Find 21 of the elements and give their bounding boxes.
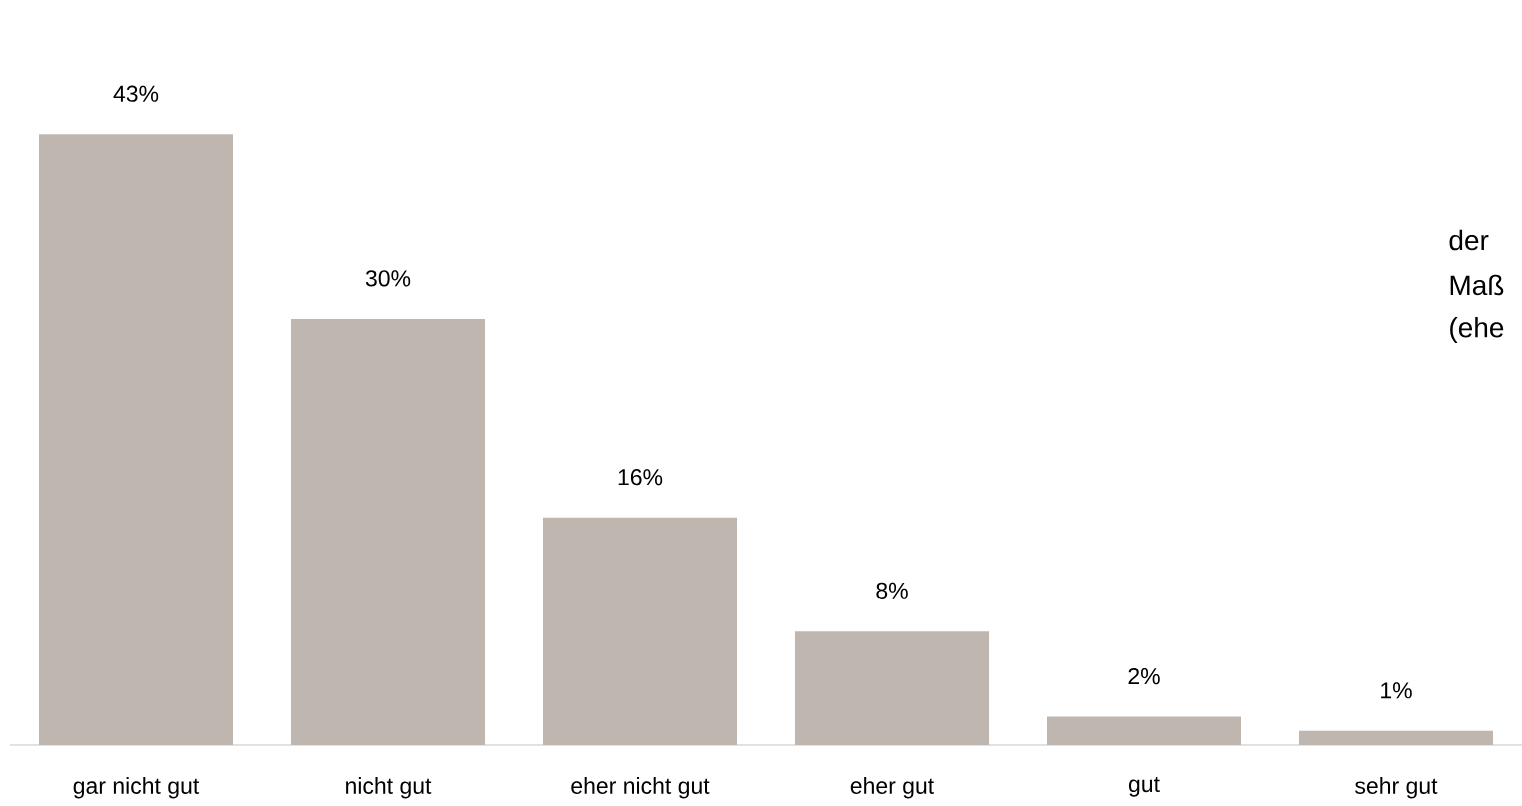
data-label: 16% (618, 469, 663, 486)
bar (290, 318, 486, 745)
bar (38, 134, 234, 745)
annotation: (ehe (1450, 316, 1504, 344)
data-label: 2% (1128, 667, 1160, 685)
data-label: 8% (876, 582, 908, 599)
bar (794, 631, 990, 745)
data-label: 1% (1381, 682, 1412, 699)
data-label: 30% (365, 270, 411, 287)
bar (542, 517, 738, 745)
x-tick-label: gut (1128, 777, 1160, 797)
x-tick-label: eher nicht gut (571, 777, 710, 799)
x-tick-label: sehr gut (1355, 777, 1438, 799)
data-label: 43% (113, 85, 159, 102)
bar (1298, 730, 1494, 745)
x-tick-label: gar nicht gut (73, 777, 200, 799)
x-tick-label: eher gut (850, 777, 934, 799)
bar (1046, 716, 1242, 745)
x-tick-label: nicht gut (346, 777, 432, 799)
annotation: der (1449, 229, 1489, 251)
annotation: Maß (1450, 274, 1504, 296)
